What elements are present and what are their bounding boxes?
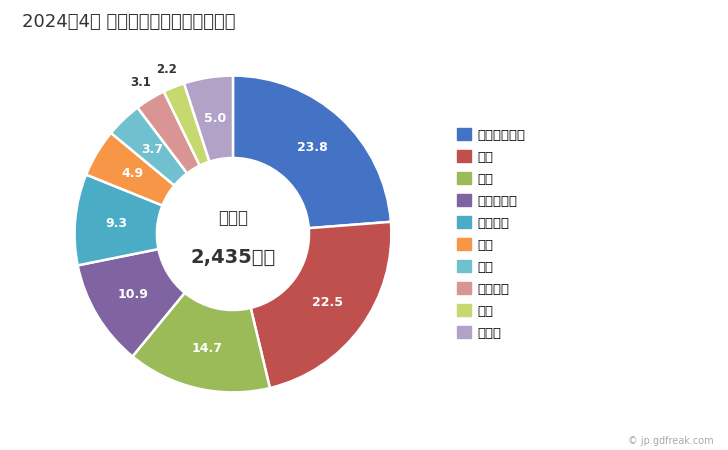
Text: 22.5: 22.5 [312, 297, 343, 310]
Text: 3.1: 3.1 [130, 76, 151, 89]
Text: 2,435万円: 2,435万円 [190, 248, 276, 267]
Wedge shape [111, 108, 187, 185]
Text: 4.9: 4.9 [122, 167, 143, 180]
Wedge shape [132, 293, 270, 392]
Wedge shape [138, 91, 199, 173]
Wedge shape [184, 76, 233, 162]
Text: 2.2: 2.2 [157, 63, 177, 76]
Wedge shape [74, 175, 162, 266]
Text: 9.3: 9.3 [106, 216, 127, 230]
Wedge shape [78, 249, 185, 356]
Text: 3.7: 3.7 [141, 143, 163, 156]
Wedge shape [250, 222, 392, 388]
Text: 14.7: 14.7 [191, 342, 222, 355]
Text: 5.0: 5.0 [204, 112, 226, 125]
Text: 総　額: 総 額 [218, 209, 248, 227]
Wedge shape [233, 76, 391, 228]
Text: 10.9: 10.9 [117, 288, 148, 301]
Wedge shape [164, 83, 210, 166]
Legend: シンガポール, タイ, 台湾, マレーシア, オランダ, 米国, 香港, メキシコ, 韓国, その他: シンガポール, タイ, 台湾, マレーシア, オランダ, 米国, 香港, メキシ… [457, 128, 525, 340]
Text: 23.8: 23.8 [297, 141, 328, 154]
Text: 2024年4月 輸出相手国のシェア（％）: 2024年4月 輸出相手国のシェア（％） [22, 14, 235, 32]
Text: © jp.gdfreak.com: © jp.gdfreak.com [628, 436, 713, 446]
Wedge shape [86, 133, 175, 206]
